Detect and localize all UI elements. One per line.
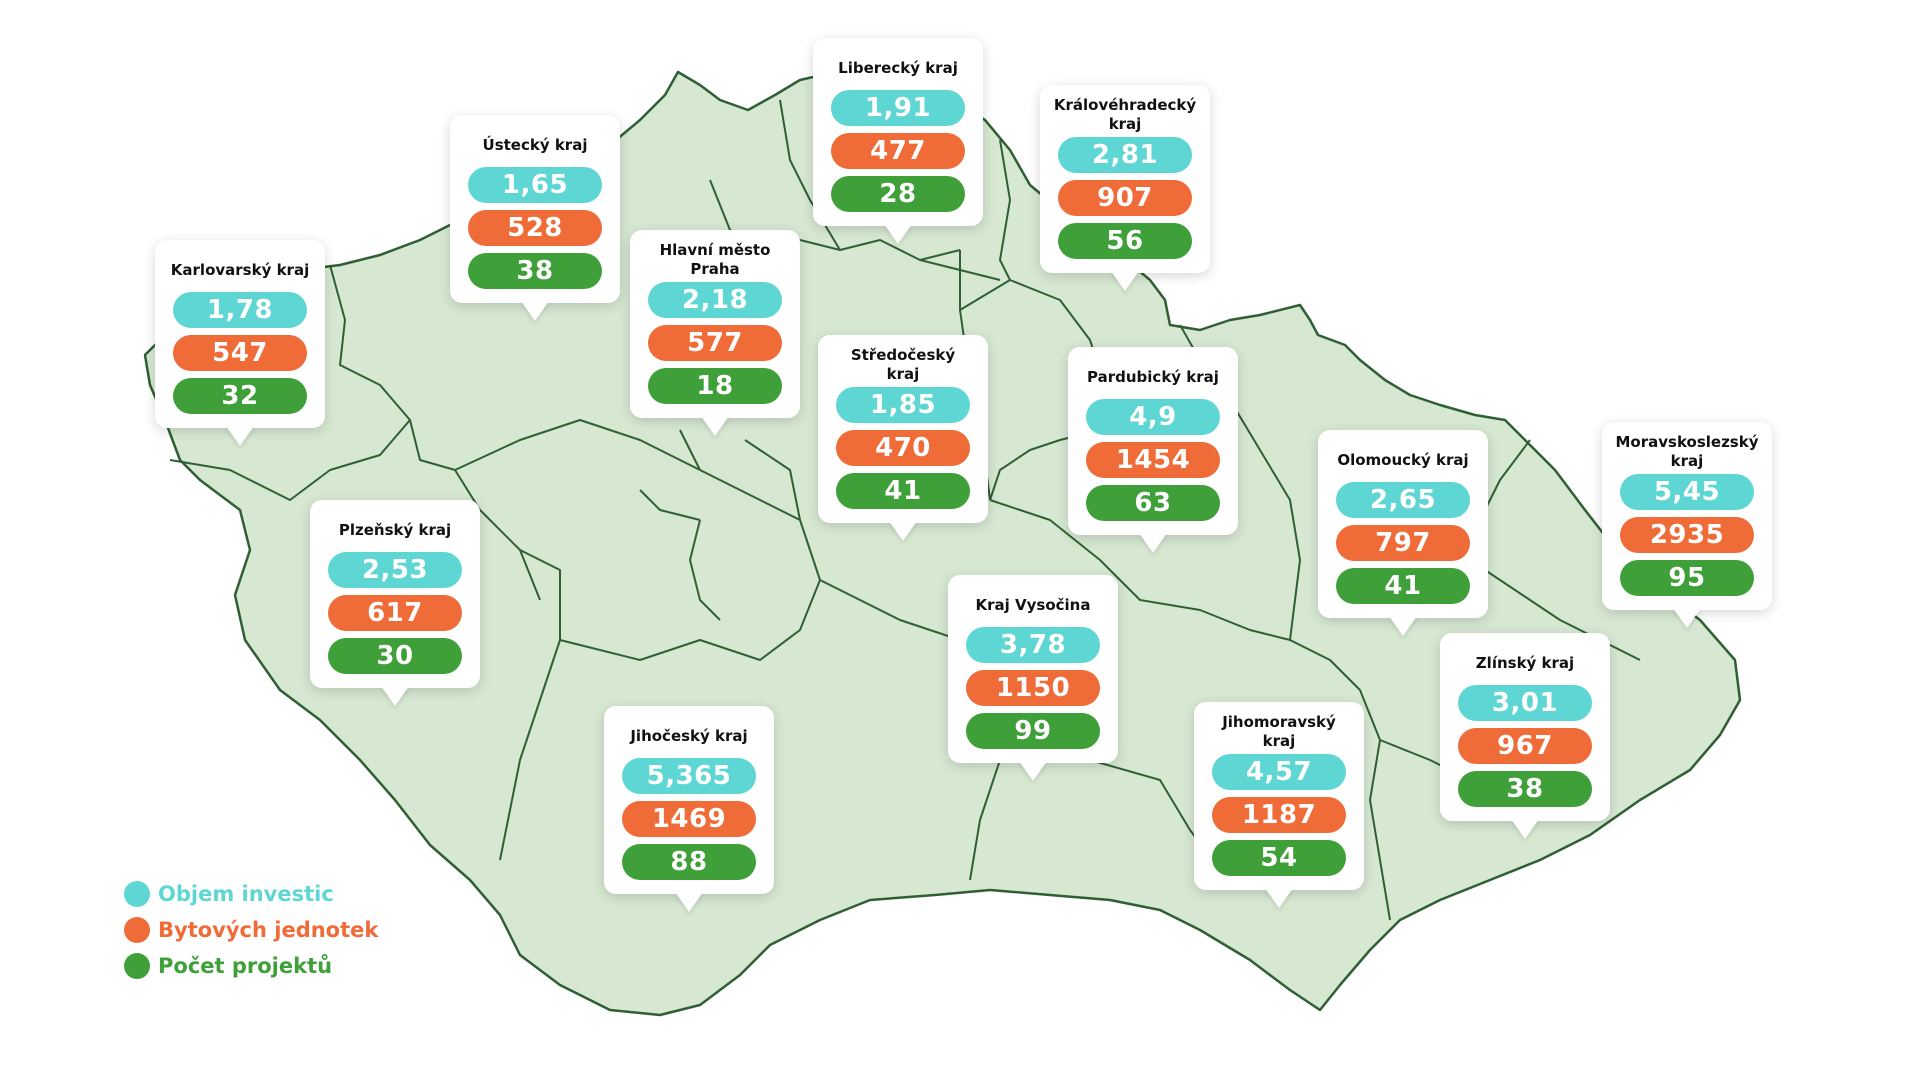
legend-item-projekty: Počet projektů xyxy=(124,948,378,984)
region-card-karlovarsky[interactable]: Karlovarský kraj 1,78 547 32 xyxy=(155,240,325,428)
byty-value: 577 xyxy=(648,325,782,361)
region-card-pardubicky[interactable]: Pardubický kraj 4,9 1454 63 xyxy=(1068,347,1238,535)
projekty-value: 63 xyxy=(1086,485,1220,521)
region-name: Hlavní město Praha xyxy=(659,241,771,278)
investice-value: 2,65 xyxy=(1336,482,1470,518)
projekty-value: 54 xyxy=(1212,840,1346,876)
legend-dot-projekty xyxy=(124,953,150,979)
investice-value: 4,57 xyxy=(1212,754,1346,790)
investice-value: 2,81 xyxy=(1058,137,1192,173)
legend-item-investice: Objem investic xyxy=(124,876,378,912)
region-name: Plzeňský kraj xyxy=(338,520,452,539)
projekty-value: 18 xyxy=(648,368,782,404)
legend-dot-investice xyxy=(124,881,150,907)
byty-value: 528 xyxy=(468,210,602,246)
region-name: Středočeský kraj xyxy=(850,346,956,383)
region-card-ustecky[interactable]: Ústecký kraj 1,65 528 38 xyxy=(450,115,620,303)
byty-value: 907 xyxy=(1058,180,1192,216)
projekty-value: 30 xyxy=(328,638,462,674)
projekty-value: 38 xyxy=(468,253,602,289)
projekty-value: 38 xyxy=(1458,771,1592,807)
investice-value: 1,78 xyxy=(173,292,307,328)
projekty-value: 99 xyxy=(966,713,1100,749)
investice-value: 5,45 xyxy=(1620,474,1754,510)
region-name: Jihomoravský kraj xyxy=(1222,713,1336,750)
byty-value: 2935 xyxy=(1620,517,1754,553)
projekty-value: 41 xyxy=(1336,568,1470,604)
byty-value: 967 xyxy=(1458,728,1592,764)
region-card-vysocina[interactable]: Kraj Vysočina 3,78 1150 99 xyxy=(948,575,1118,763)
byty-value: 470 xyxy=(836,430,970,466)
legend-label-projekty: Počet projektů xyxy=(158,954,333,978)
region-name: Královéhradecký kraj xyxy=(1053,96,1197,133)
region-name: Liberecký kraj xyxy=(838,58,958,77)
region-name: Moravskoslezský kraj xyxy=(1615,433,1759,470)
legend-dot-byty xyxy=(124,917,150,943)
region-name: Karlovarský kraj xyxy=(170,260,310,279)
byty-value: 547 xyxy=(173,335,307,371)
legend-label-byty: Bytových jednotek xyxy=(158,918,379,942)
region-card-plzensky[interactable]: Plzeňský kraj 2,53 617 30 xyxy=(310,500,480,688)
byty-value: 617 xyxy=(328,595,462,631)
region-card-moravskoslezsky[interactable]: Moravskoslezský kraj 5,45 2935 95 xyxy=(1602,422,1772,610)
legend-label-investice: Objem investic xyxy=(158,882,334,906)
region-card-jihocesky[interactable]: Jihočeský kraj 5,365 1469 88 xyxy=(604,706,774,894)
region-card-jihomoravsky[interactable]: Jihomoravský kraj 4,57 1187 54 xyxy=(1194,702,1364,890)
byty-value: 1150 xyxy=(966,670,1100,706)
region-card-praha[interactable]: Hlavní město Praha 2,18 577 18 xyxy=(630,230,800,418)
region-name: Pardubický kraj xyxy=(1087,367,1219,386)
byty-value: 1454 xyxy=(1086,442,1220,478)
region-card-stredocesky[interactable]: Středočeský kraj 1,85 470 41 xyxy=(818,335,988,523)
investice-value: 2,53 xyxy=(328,552,462,588)
investice-value: 4,9 xyxy=(1086,399,1220,435)
region-card-liberecky[interactable]: Liberecký kraj 1,91 477 28 xyxy=(813,38,983,226)
investice-value: 1,91 xyxy=(831,90,965,126)
region-name: Ústecký kraj xyxy=(482,135,588,154)
projekty-value: 95 xyxy=(1620,560,1754,596)
region-card-kralovehradecky[interactable]: Královéhradecký kraj 2,81 907 56 xyxy=(1040,85,1210,273)
region-card-zlinsky[interactable]: Zlínský kraj 3,01 967 38 xyxy=(1440,633,1610,821)
region-name: Kraj Vysočina xyxy=(975,595,1091,614)
region-name: Olomoucký kraj xyxy=(1337,450,1469,469)
investice-value: 2,18 xyxy=(648,282,782,318)
map-legend: Objem investic Bytových jednotek Počet p… xyxy=(124,876,378,984)
byty-value: 1469 xyxy=(622,801,756,837)
byty-value: 477 xyxy=(831,133,965,169)
region-card-olomoucky[interactable]: Olomoucký kraj 2,65 797 41 xyxy=(1318,430,1488,618)
projekty-value: 41 xyxy=(836,473,970,509)
investice-value: 1,65 xyxy=(468,167,602,203)
byty-value: 797 xyxy=(1336,525,1470,561)
investice-value: 5,365 xyxy=(622,758,756,794)
region-name: Zlínský kraj xyxy=(1475,653,1575,672)
projekty-value: 28 xyxy=(831,176,965,212)
region-name: Jihočeský kraj xyxy=(630,726,748,745)
projekty-value: 56 xyxy=(1058,223,1192,259)
projekty-value: 32 xyxy=(173,378,307,414)
investice-value: 3,01 xyxy=(1458,685,1592,721)
investice-value: 1,85 xyxy=(836,387,970,423)
legend-item-byty: Bytových jednotek xyxy=(124,912,378,948)
byty-value: 1187 xyxy=(1212,797,1346,833)
investice-value: 3,78 xyxy=(966,627,1100,663)
projekty-value: 88 xyxy=(622,844,756,880)
